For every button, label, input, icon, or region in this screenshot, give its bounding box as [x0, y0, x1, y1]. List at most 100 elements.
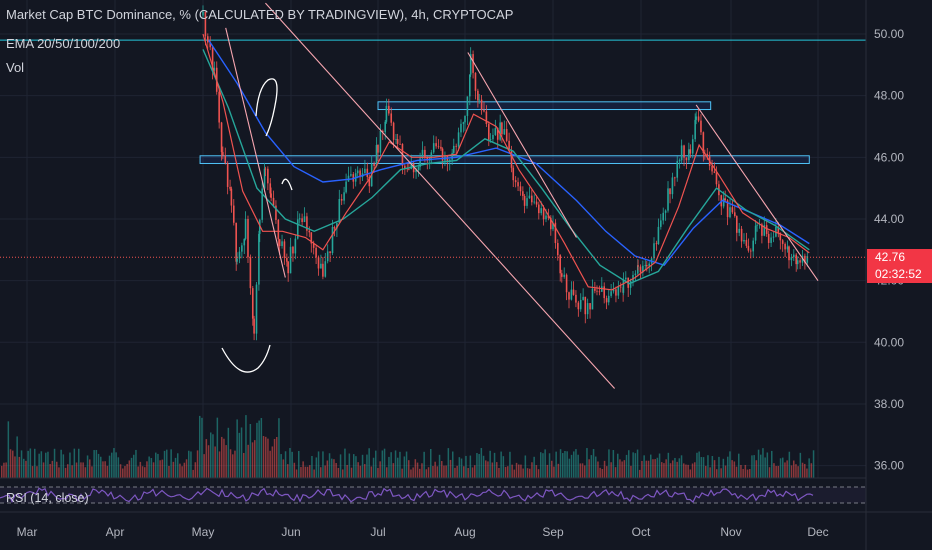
- candle-body: [799, 260, 801, 263]
- volume-bar: [804, 463, 806, 478]
- volume-bar: [337, 467, 340, 478]
- trendline: [225, 27, 286, 278]
- volume-bar: [218, 451, 221, 478]
- volume-bar: [777, 465, 780, 478]
- candle-body: [644, 265, 647, 266]
- candle-body: [312, 243, 315, 248]
- volume-bar: [249, 424, 252, 478]
- candle-body: [557, 243, 559, 256]
- volume-bar: [183, 462, 186, 478]
- volume-bar: [632, 452, 634, 478]
- candle-body: [607, 295, 610, 303]
- candle-body: [243, 238, 246, 246]
- candle-body: [277, 219, 280, 240]
- volume-bar: [377, 468, 379, 478]
- volume-bar: [471, 467, 474, 478]
- volume-bar: [667, 452, 670, 478]
- volume-bar: [51, 460, 54, 478]
- volume-bar: [78, 448, 80, 478]
- volume-bar: [113, 448, 115, 478]
- volume-bar: [346, 464, 348, 478]
- volume-bar: [115, 452, 117, 478]
- candle-body: [209, 42, 211, 48]
- candle-body: [340, 199, 343, 201]
- y-tick-label: 40.00: [874, 335, 904, 349]
- candle-body: [738, 228, 740, 233]
- volume-bar: [601, 469, 604, 478]
- candle-body: [777, 226, 780, 233]
- volume-bar: [573, 451, 575, 478]
- candle-body: [499, 122, 501, 140]
- ema-indicator-label[interactable]: EMA 20/50/100/200: [6, 36, 121, 51]
- volume-bar: [764, 457, 766, 478]
- candle-body: [510, 150, 513, 168]
- rsi-indicator-label[interactable]: RSI (14, close): [6, 491, 89, 505]
- volume-bar: [740, 465, 742, 478]
- candle-body: [711, 165, 713, 172]
- candle-body: [637, 265, 639, 267]
- volume-indicator-label[interactable]: Vol: [6, 60, 25, 75]
- volume-bar: [463, 466, 465, 478]
- candle-body: [229, 186, 231, 189]
- volume-bar: [207, 445, 210, 478]
- volume-bar: [205, 439, 208, 478]
- volume-bar: [810, 463, 813, 478]
- volume-bar: [89, 459, 91, 478]
- candle-body: [301, 218, 303, 222]
- volume-bar: [623, 460, 626, 478]
- candle-body: [505, 129, 508, 141]
- candle-body: [550, 217, 552, 230]
- volume-bar: [713, 460, 716, 478]
- volume-bar: [238, 432, 241, 478]
- volume-bar: [533, 456, 535, 478]
- candle-body: [261, 188, 263, 220]
- candle-body: [255, 284, 258, 334]
- volume-bar: [650, 454, 652, 478]
- volume-bar: [192, 469, 194, 478]
- volume-bar: [258, 420, 260, 478]
- last-price-badge: 42.76: [867, 249, 932, 266]
- volume-bar: [247, 444, 249, 478]
- volume-bar: [364, 464, 366, 478]
- volume-bar: [146, 461, 148, 478]
- volume-bar: [590, 455, 593, 478]
- volume-bar: [586, 448, 588, 478]
- volume-bar: [625, 454, 628, 478]
- candle-body: [483, 110, 485, 112]
- candle-body: [538, 204, 540, 214]
- candle-body: [700, 120, 702, 133]
- volume-bar: [665, 459, 667, 478]
- volume-bar: [434, 461, 436, 478]
- volume-bar: [608, 449, 610, 478]
- candle-body: [395, 139, 397, 140]
- volume-bar: [80, 462, 82, 478]
- candle-body: [320, 263, 322, 269]
- volume-bar: [357, 462, 359, 478]
- volume-bar: [559, 449, 562, 478]
- volume-bar: [240, 427, 243, 478]
- candle-body: [289, 246, 292, 274]
- volume-bar: [436, 466, 439, 478]
- volume-bar: [108, 455, 111, 478]
- candle-body: [356, 170, 359, 174]
- volume-bar: [518, 464, 520, 478]
- candle-body: [487, 123, 490, 140]
- volume-bar: [773, 463, 775, 478]
- volume-bar: [119, 464, 122, 478]
- candle-body: [308, 230, 311, 233]
- volume-bar: [689, 469, 692, 478]
- candle-body: [333, 227, 336, 229]
- volume-bar: [157, 453, 159, 478]
- candle-body: [472, 54, 474, 73]
- candle-body: [589, 303, 591, 310]
- trendline: [695, 104, 819, 281]
- volume-bar: [797, 466, 799, 478]
- candle-body: [632, 274, 634, 281]
- hand-drawn-bottom-curve: [221, 344, 271, 373]
- volume-bar: [524, 455, 527, 478]
- volume-bar: [562, 453, 564, 478]
- volume-bar: [672, 460, 674, 478]
- volume-bar: [496, 462, 498, 478]
- volume-bar: [262, 436, 265, 478]
